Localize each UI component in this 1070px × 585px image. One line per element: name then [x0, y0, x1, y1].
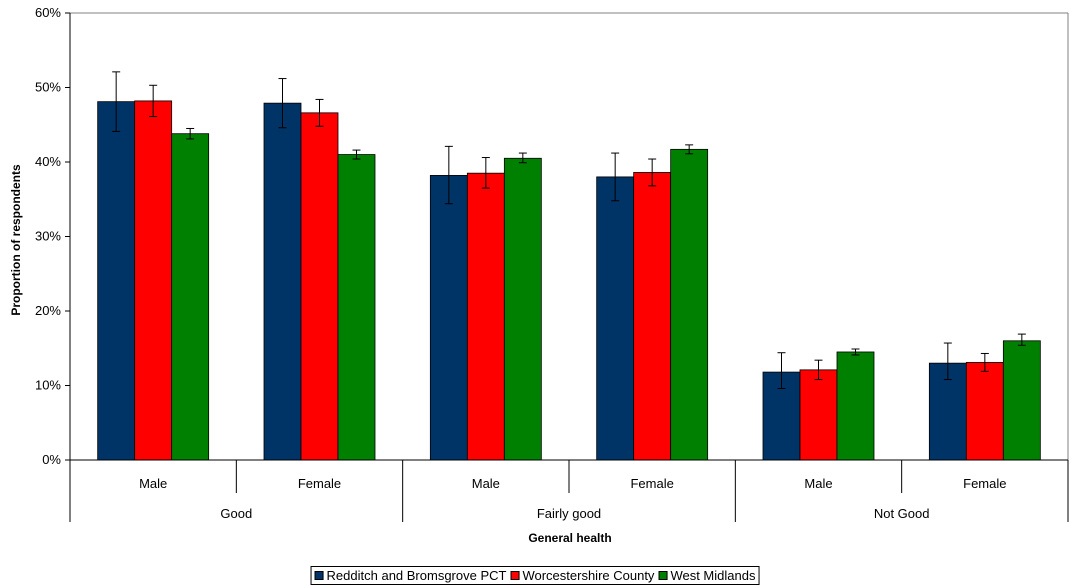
bar [171, 133, 210, 461]
legend-label-west-midlands: West Midlands [670, 568, 756, 583]
y-tick-label: 30% [35, 229, 61, 244]
bar [263, 102, 302, 461]
y-axis-title-wrapper: Proportion of respondents [6, 40, 26, 440]
bar [300, 112, 339, 461]
legend-item-west-midlands: West Midlands [658, 568, 755, 583]
bar [1002, 340, 1041, 461]
x-group-label: Not Good [874, 506, 930, 521]
x-group-label: Fairly good [537, 506, 601, 521]
bar [965, 362, 1004, 461]
x-category-label: Female [630, 476, 673, 491]
x-axis-title: General health [528, 531, 612, 545]
x-category-label: Male [139, 476, 167, 491]
legend: Redditch and Bromsgrove PCT Worcestershi… [310, 566, 760, 585]
bar [97, 101, 136, 461]
legend-swatch-worcestershire [510, 571, 520, 580]
x-category-label: Female [963, 476, 1006, 491]
bar [466, 172, 505, 461]
legend-item-worcestershire: Worcestershire County [510, 568, 654, 583]
bar [596, 176, 635, 461]
legend-item-redditch: Redditch and Bromsgrove PCT [314, 568, 507, 583]
x-group-label: Good [220, 506, 252, 521]
bar [337, 154, 376, 461]
x-category-label: Female [298, 476, 341, 491]
bar [429, 175, 468, 461]
y-tick-label: 0% [42, 452, 61, 467]
bar [503, 157, 542, 461]
bar [836, 351, 875, 461]
x-category-label: Male [804, 476, 832, 491]
bar [799, 369, 838, 461]
bar [670, 148, 709, 461]
legend-swatch-redditch [314, 571, 324, 580]
y-tick-label: 50% [35, 80, 61, 95]
legend-label-worcestershire: Worcestershire County [522, 568, 655, 583]
legend-swatch-west-midlands [658, 571, 668, 580]
y-axis-title: Proportion of respondents [9, 164, 23, 316]
bar [633, 172, 672, 461]
bar [134, 100, 173, 461]
y-tick-label: 10% [35, 378, 61, 393]
y-tick-label: 40% [35, 154, 61, 169]
y-tick-label: 20% [35, 303, 61, 318]
y-tick-label: 60% [35, 5, 61, 20]
legend-label-redditch: Redditch and Bromsgrove PCT [326, 568, 507, 583]
x-category-label: Male [472, 476, 500, 491]
